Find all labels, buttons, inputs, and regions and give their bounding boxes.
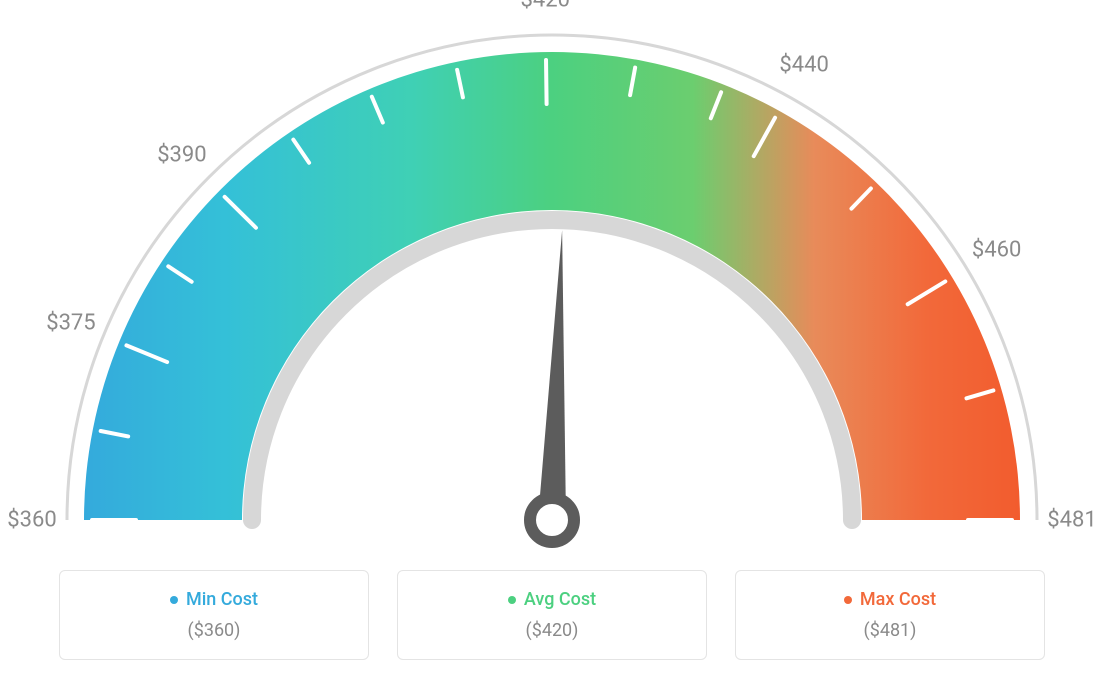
legend-avg: Avg Cost ($420) [397, 570, 707, 660]
legend-avg-value: ($420) [526, 620, 579, 641]
legend-avg-dot [508, 596, 516, 604]
legend-min: Min Cost ($360) [59, 570, 369, 660]
gauge-tick-label: $420 [521, 0, 570, 13]
legend-max-dot [844, 596, 852, 604]
gauge-tick-label: $390 [157, 142, 206, 167]
legend-min-label: Min Cost [186, 589, 258, 610]
gauge-tick-label: $360 [7, 508, 56, 533]
legend-max-top: Max Cost [844, 589, 936, 610]
gauge-tick-label: $375 [46, 310, 95, 335]
gauge-tick-label: $481 [1047, 508, 1096, 533]
legend-row: Min Cost ($360) Avg Cost ($420) Max Cost… [0, 570, 1104, 660]
gauge-tick-label: $440 [779, 53, 828, 78]
gauge-svg [0, 0, 1104, 560]
legend-min-value: ($360) [188, 620, 241, 641]
legend-max: Max Cost ($481) [735, 570, 1045, 660]
legend-avg-top: Avg Cost [508, 589, 596, 610]
legend-min-dot [170, 596, 178, 604]
legend-max-label: Max Cost [860, 589, 936, 610]
gauge-chart: $360 $375 $390 $420 $440 $460 $481 [0, 0, 1104, 560]
legend-max-value: ($481) [864, 620, 917, 641]
gauge-tick-label: $460 [972, 238, 1021, 263]
legend-min-top: Min Cost [170, 589, 258, 610]
legend-avg-label: Avg Cost [524, 589, 596, 610]
